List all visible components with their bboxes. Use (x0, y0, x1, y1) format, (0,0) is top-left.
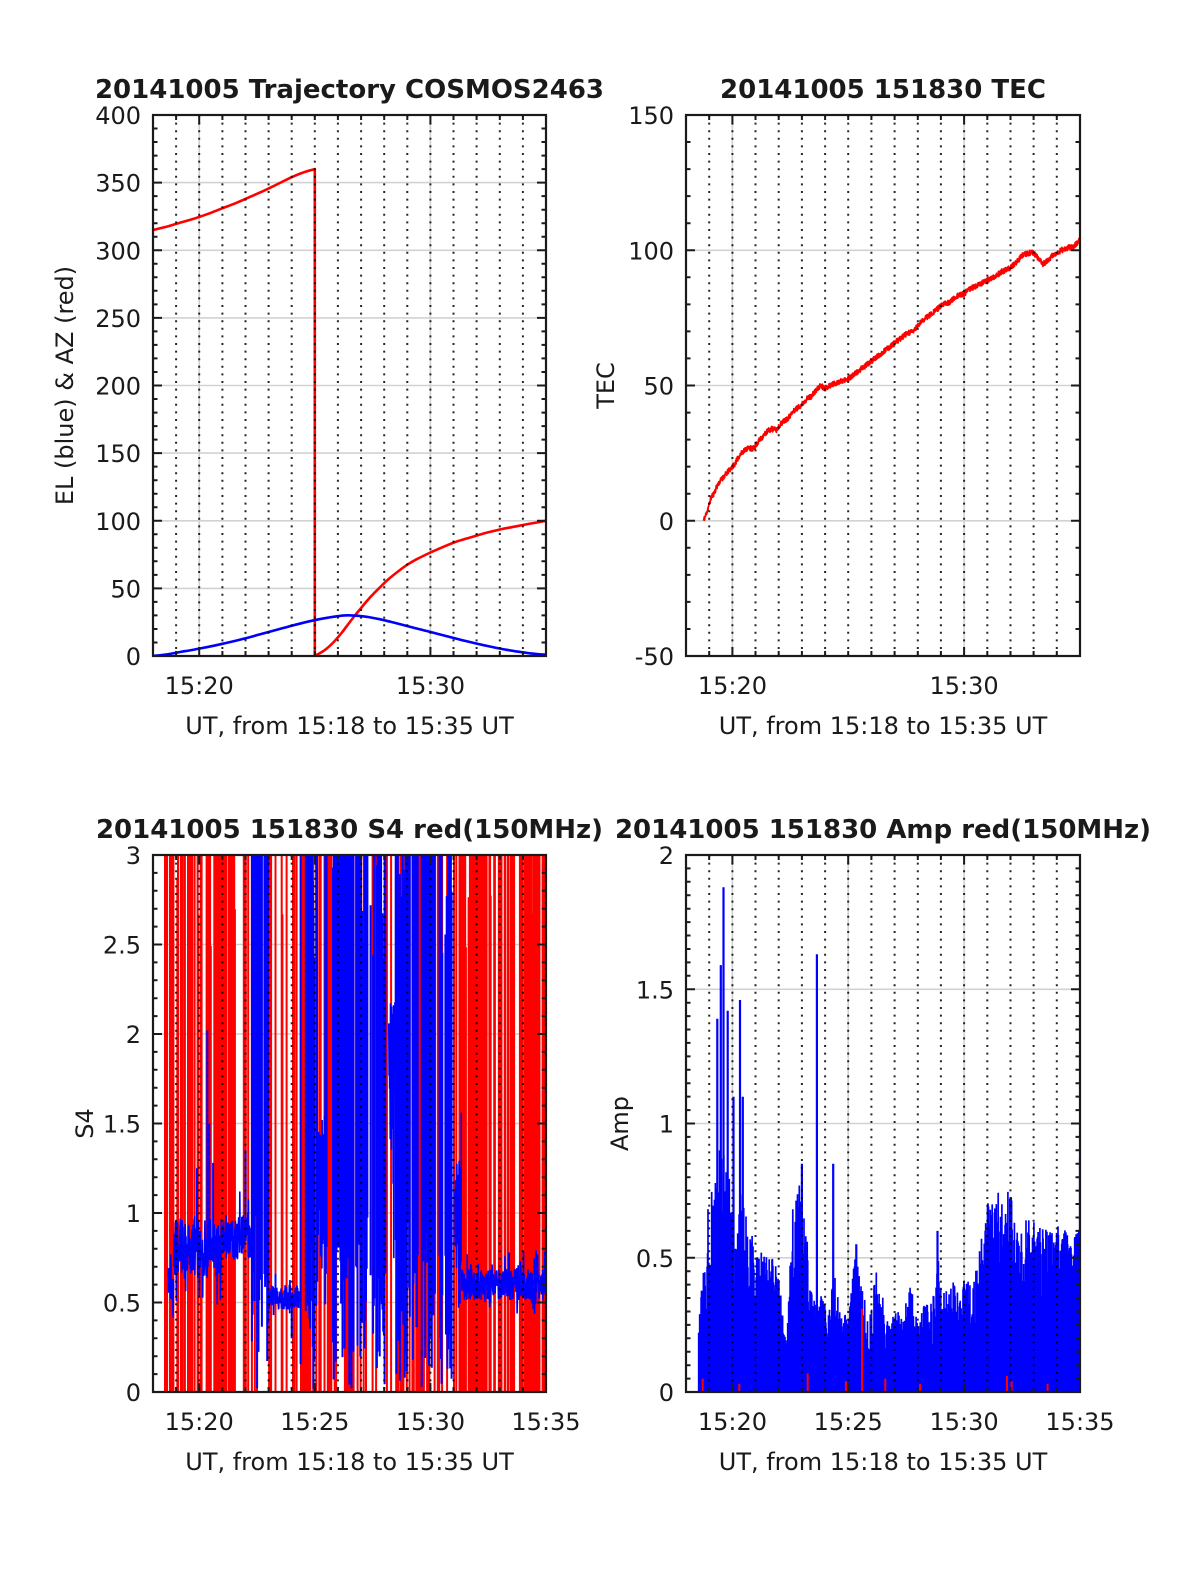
x-tick-label: 15:20 (698, 1408, 767, 1436)
y-tick-label: 200 (95, 373, 141, 401)
series-az (153, 167, 546, 656)
tec-title: 20141005 151830 TEC (720, 75, 1046, 105)
y-tick-label: 0 (659, 1379, 674, 1407)
y-tick-label: 2 (659, 842, 674, 870)
series-el (153, 614, 546, 656)
tick-marks (685, 854, 1081, 1393)
y-tick-label: 150 (95, 440, 141, 468)
y-tick-label: -50 (635, 643, 674, 671)
y-tick-label: 300 (95, 237, 141, 265)
trajectory-title: 20141005 Trajectory COSMOS2463 (95, 75, 604, 105)
data-region (164, 855, 546, 1392)
y-axis-label: TEC (592, 362, 620, 410)
y-tick-label: 350 (95, 170, 141, 198)
x-axis-label: UT, from 15:18 to 15:35 UT (185, 1448, 514, 1476)
y-tick-label: 50 (643, 373, 674, 401)
series-s4-400mhz (167, 855, 546, 1389)
tick-marks (152, 854, 547, 1393)
x-tick-label: 15:30 (396, 672, 465, 700)
tick-marks (152, 114, 547, 657)
y-tick-label: 0.5 (636, 1245, 674, 1273)
x-axis-label: UT, from 15:18 to 15:35 UT (719, 1448, 1048, 1476)
y-tick-label: 2.5 (103, 932, 141, 960)
x-tick-label: 15:25 (814, 1408, 883, 1436)
y-tick-label: 1.5 (636, 976, 674, 1004)
plot-trajectory: 15:20 15:30 0 50 100 150 200 250 300 350 400 UT, fr… (51, 75, 604, 740)
y-tick-label: 0 (659, 508, 674, 536)
plot-tec: 15:20 15:30 -50 0 50 100 150 UT, from 15:18 to … (592, 75, 1082, 740)
y-tick-label: 1.5 (103, 1111, 141, 1139)
y-tick-label: 0 (126, 1379, 141, 1407)
x-tick-label: 15:30 (930, 1408, 999, 1436)
y-tick-label: 50 (110, 575, 141, 603)
series-amp-400mhz (697, 1150, 1080, 1392)
y-tick-label: 1 (659, 1111, 674, 1139)
data-region (702, 237, 1080, 521)
x-tick-label: 15:20 (165, 1408, 234, 1436)
y-tick-label: 100 (95, 508, 141, 536)
data-region (153, 167, 546, 656)
y-tick-label: 3 (126, 842, 141, 870)
y-tick-label: 100 (628, 237, 674, 265)
x-tick-label: 15:30 (396, 1408, 465, 1436)
series-amp-150mhz (701, 1308, 1049, 1392)
x-tick-label: 15:35 (511, 1408, 580, 1436)
x-axis-label: UT, from 15:18 to 15:35 UT (185, 712, 514, 740)
data-region (697, 887, 1080, 1392)
y-tick-label: 1 (126, 1200, 141, 1228)
series-tec (702, 237, 1080, 521)
y-axis-label: EL (blue) & AZ (red) (51, 266, 79, 505)
y-axis-label: S4 (71, 1108, 99, 1139)
x-tick-label: 15:25 (280, 1408, 349, 1436)
plot-s4: 15:20 15:25 15:30 15:35 0 0.5 1 1.5 2 2.5 3 UT, fro… (71, 815, 603, 1476)
amp-title: 20141005 151830 Amp red(150MHz) (615, 815, 1151, 845)
y-tick-label: 250 (95, 305, 141, 333)
s4-title: 20141005 151830 S4 red(150MHz) (96, 815, 603, 845)
y-tick-label: 150 (628, 102, 674, 130)
y-tick-label: 0 (126, 643, 141, 671)
y-axis-label: Amp (606, 1096, 634, 1151)
x-tick-label: 15:35 (1045, 1408, 1114, 1436)
series-spikes (716, 887, 1080, 1392)
x-tick-label: 15:20 (698, 672, 767, 700)
y-tick-label: 0.5 (103, 1290, 141, 1318)
x-tick-label: 15:20 (165, 672, 234, 700)
y-tick-label: 400 (95, 102, 141, 130)
tick-marks (685, 114, 1081, 657)
x-tick-label: 15:30 (930, 672, 999, 700)
x-axis-label: UT, from 15:18 to 15:35 UT (719, 712, 1048, 740)
y-tick-label: 2 (126, 1021, 141, 1049)
plot-amp: 15:20 15:25 15:30 15:35 0 0.5 1 1.5 2 UT, from 15… (606, 815, 1151, 1476)
